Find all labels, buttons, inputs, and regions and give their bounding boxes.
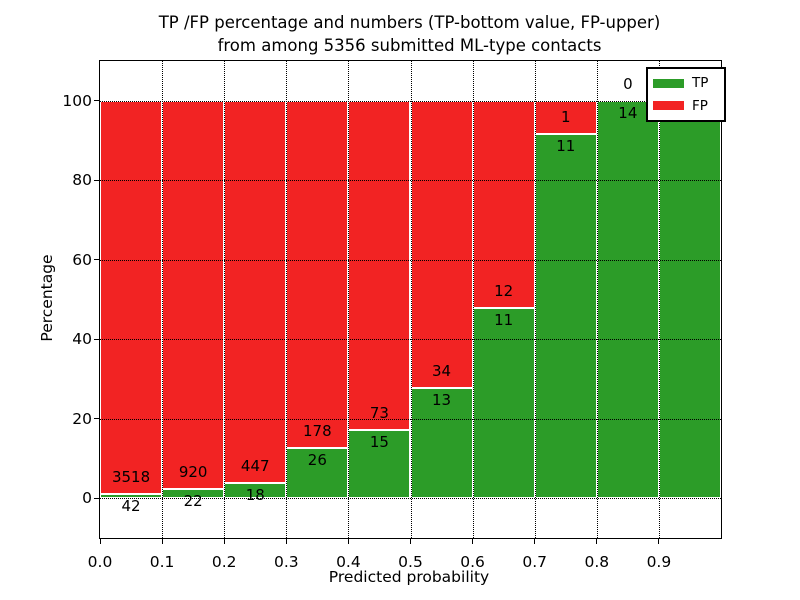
legend-label-tp: TP [692, 75, 709, 92]
tp-count-label: 11 [494, 311, 514, 330]
tp-count-label: 18 [245, 485, 265, 504]
v-gridline [348, 61, 350, 538]
y-tick-label: 100 [62, 91, 92, 110]
tp-count-label: 11 [556, 136, 576, 155]
fp-count-label: 73 [369, 404, 389, 423]
fp-count-label: 3518 [111, 467, 151, 486]
x-tick-label: 0.8 [584, 553, 610, 571]
fp-color-swatch [653, 101, 684, 111]
plot-area: TP FP 0 20 40 60 80 100 0.0 0.1 0.2 0.3 0.4 0.5 0.6 0… [62, 60, 726, 571]
tp-count-label: 26 [307, 450, 327, 469]
fp-bar-segment [534, 100, 597, 134]
y-tick-mark [93, 100, 99, 102]
y-tick-label: 60 [72, 250, 92, 269]
x-tick-mark [347, 538, 349, 544]
x-tick-label: 0.4 [336, 553, 361, 571]
y-tick-label: 0 [82, 489, 92, 508]
legend-item-tp: TP [653, 74, 719, 92]
x-tick-label: 0.9 [646, 553, 672, 571]
v-gridline [596, 61, 598, 538]
fp-count-label: 178 [303, 421, 332, 440]
fp-count-label: 920 [178, 462, 208, 481]
tp-bar-segment [286, 447, 349, 499]
y-tick-mark [93, 497, 99, 499]
x-axis-label: Predicted probability [328, 568, 490, 586]
v-gridline [162, 61, 164, 538]
x-tick-mark [658, 538, 660, 544]
y-tick-mark [93, 259, 99, 261]
v-gridline [224, 61, 226, 538]
fp-bar-segment [162, 100, 225, 489]
v-gridline [658, 61, 660, 538]
tp-count-label: 42 [121, 496, 141, 515]
fp-count-label: 34 [432, 362, 452, 381]
fp-count-label: 447 [240, 456, 270, 475]
x-tick-mark [161, 538, 163, 544]
x-tick-mark [99, 538, 101, 544]
x-tick-label: 0.5 [398, 553, 423, 571]
fp-bar-segment [100, 100, 163, 494]
chart-title: TP /FP percentage and numbers (TP-bottom… [99, 11, 720, 57]
v-gridline [286, 61, 288, 538]
fp-bar-segment [286, 100, 349, 448]
tp-bar-segment [410, 388, 473, 499]
fp-bar-segment [472, 100, 535, 309]
tp-bar-segment [100, 493, 163, 499]
v-gridline [472, 61, 474, 538]
fp-count-label: 0 [623, 74, 633, 93]
tp-count-label: 13 [432, 391, 452, 410]
x-tick-label: 0.2 [211, 553, 237, 571]
tp-bar-segment [658, 100, 721, 499]
tp-color-swatch [653, 78, 684, 88]
tp-bar-segment [534, 133, 597, 499]
x-tick-label: 0.6 [460, 553, 485, 571]
x-tick-mark [596, 538, 598, 544]
chart-title-line1: TP /FP percentage and numbers (TP-bottom… [158, 13, 661, 32]
fp-bar-segment [410, 100, 473, 389]
v-gridline [534, 61, 536, 538]
y-tick-mark [93, 179, 99, 181]
fp-count-label: 1 [560, 107, 571, 126]
x-tick-mark [472, 538, 474, 544]
fp-bar-segment [224, 100, 287, 483]
x-tick-mark [285, 538, 287, 544]
x-tick-label: 0.0 [87, 553, 113, 571]
x-tick-mark [410, 538, 411, 544]
y-tick-label: 20 [72, 409, 92, 428]
tp-count-label: 14 [618, 103, 638, 122]
v-gridline [410, 61, 412, 538]
tp-count-label: 15 [369, 433, 389, 452]
x-tick-mark [223, 538, 225, 544]
y-tick-mark [93, 418, 99, 420]
fp-count-label: 12 [494, 282, 514, 301]
legend-item-fp: FP [653, 97, 719, 115]
legend-label-fp: FP [692, 97, 708, 114]
tp-count-label: 22 [183, 491, 203, 510]
y-tick-label: 80 [72, 171, 92, 190]
chart-title-line2: from among 5356 submitted ML-type contac… [217, 36, 602, 55]
x-tick-mark [534, 538, 536, 544]
fp-bar-segment [348, 100, 411, 431]
x-tick-label: 0.1 [149, 553, 175, 571]
tp-bar-segment [472, 308, 535, 499]
tp-bar-segment [596, 100, 659, 499]
y-tick-mark [93, 338, 99, 340]
y-tick-label: 40 [72, 330, 92, 349]
x-tick-label: 0.7 [522, 553, 548, 571]
x-tick-label: 0.3 [273, 553, 299, 571]
legend: TP FP [646, 67, 726, 122]
